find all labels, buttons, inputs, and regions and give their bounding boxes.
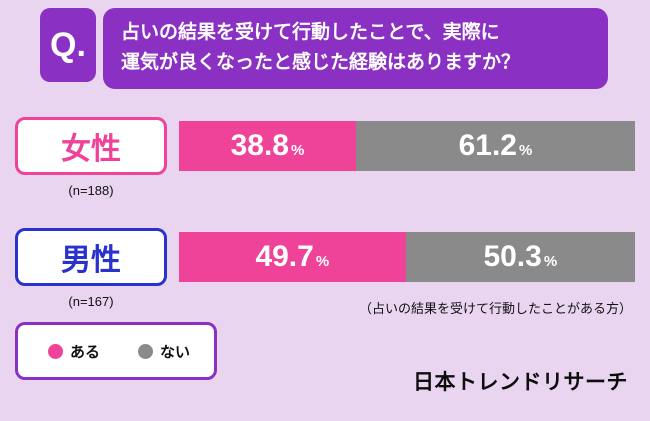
unit-female-nai: % [518, 141, 533, 159]
question-panel: 占いの結果を受けて行動したことで、実際に 運気が良くなったと感じた経験はあります… [103, 8, 608, 89]
legend-label-aru: ある [70, 343, 101, 361]
bar-male-nai: 50.3 % [405, 232, 635, 282]
legend-label-nai: ない [160, 343, 191, 361]
category-label-female: 女性 [15, 117, 167, 175]
question-header: Q. 占いの結果を受けて行動したことで、実際に 運気が良くなったと感じた経験はあ… [40, 8, 608, 89]
value-female-aru: 38.8 [230, 129, 289, 162]
q-badge: Q. [40, 8, 96, 82]
category-text-male: 男性 [61, 244, 121, 277]
category-label-male: 男性 [15, 228, 167, 286]
sample-size-male: (n=167) [68, 294, 114, 309]
chart-note: （占いの結果を受けて行動したことがある方） [358, 301, 632, 316]
bar-row-male: 男性 49.7 % 50.3 % [15, 228, 635, 286]
legend-item-aru: ある [48, 341, 100, 362]
bar-row-female: 女性 38.8 % 61.2 % [15, 117, 635, 175]
sample-size-female: (n=188) [68, 183, 114, 198]
value-male-aru: 49.7 [255, 240, 314, 273]
legend-box: ある ない [15, 322, 217, 380]
unit-male-nai: % [543, 252, 558, 270]
value-female-nai: 61.2 [458, 129, 517, 162]
bar-group-female: 38.8 % 61.2 % [179, 121, 635, 171]
unit-male-aru: % [315, 252, 330, 270]
bar-female-aru: 38.8 % [179, 121, 356, 171]
legend-dot-aru-icon [48, 343, 63, 359]
bar-female-nai: 61.2 % [355, 121, 635, 171]
brand-logo: 日本トレンドリサーチ [413, 371, 628, 394]
q-badge-label: Q. [50, 25, 86, 64]
question-line-1: 占いの結果を受けて行動したことで、実際に [121, 22, 500, 43]
unit-female-aru: % [290, 141, 305, 159]
bar-male-aru: 49.7 % [179, 232, 406, 282]
question-line-2: 運気が良くなったと感じた経験はありますか？ [121, 52, 521, 74]
legend-dot-nai-icon [138, 343, 154, 359]
value-male-nai: 50.3 [483, 240, 542, 273]
bar-group-male: 49.7 % 50.3 % [179, 232, 635, 282]
legend-item-nai: ない [138, 341, 190, 362]
category-text-female: 女性 [61, 133, 121, 166]
